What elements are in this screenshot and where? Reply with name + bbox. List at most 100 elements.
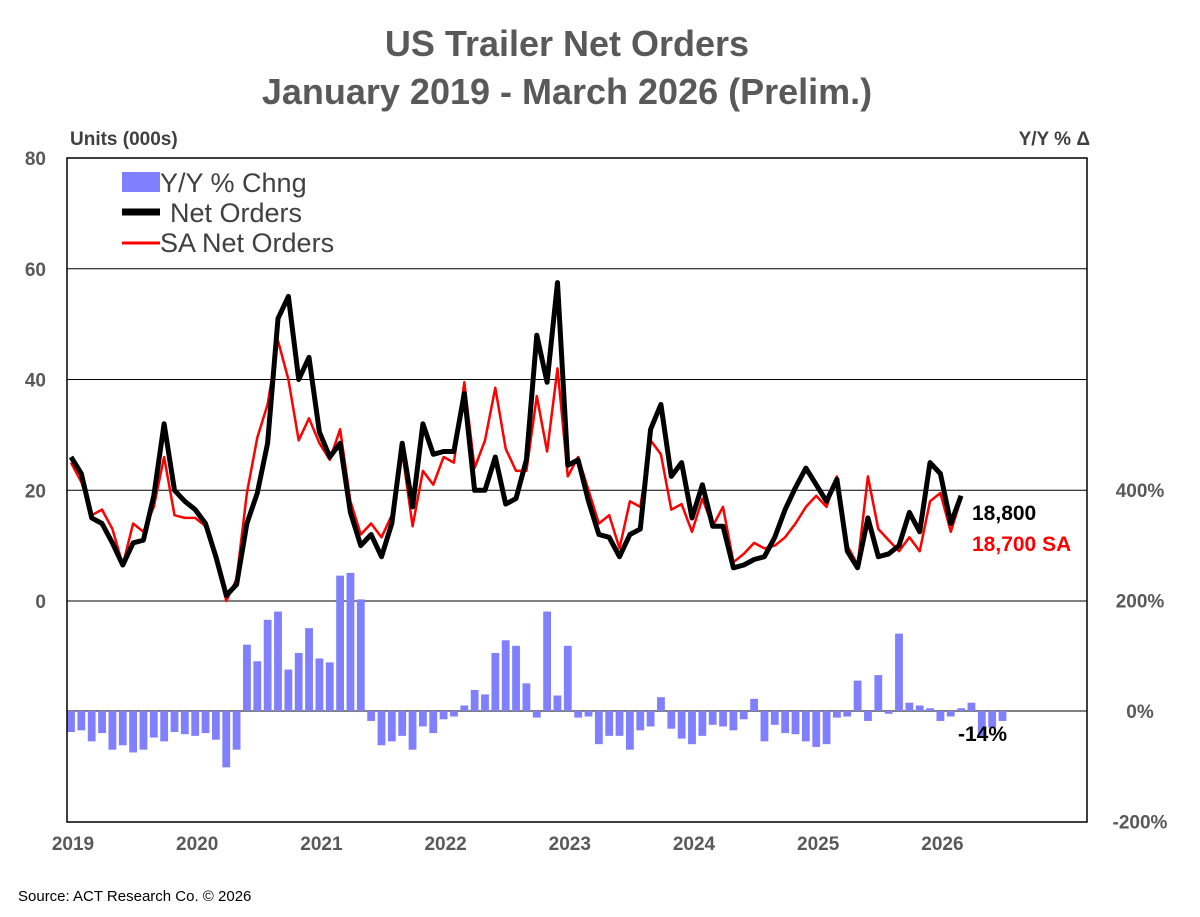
- yoy-bar: [470, 690, 479, 711]
- legend-sa-label: SA Net Orders: [160, 228, 334, 258]
- yoy-bar: [77, 711, 86, 731]
- yoy-bar: [677, 711, 686, 739]
- yoy-bar: [253, 661, 262, 711]
- yoy-bar: [998, 711, 1007, 721]
- yoy-bar: [222, 711, 231, 768]
- yoy-bar: [739, 711, 748, 720]
- yoy-bar: [170, 711, 179, 732]
- left-tick-label: 20: [25, 481, 46, 502]
- yoy-bar: [936, 711, 945, 721]
- chart-title: US Trailer Net Orders: [385, 23, 749, 64]
- yoy-bar: [129, 711, 137, 753]
- yoy-bar: [574, 711, 583, 718]
- left-tick-label: 0: [35, 592, 46, 613]
- yoy-bar: [87, 711, 96, 742]
- legend-yoy-swatch: [122, 172, 160, 192]
- right-tick-label: -200%: [1113, 813, 1168, 834]
- yoy-bar: [212, 711, 220, 740]
- x-axis-ticks: 2019 2020 2021 2022 2023 2024 2025 2026: [52, 834, 964, 855]
- yoy-bar: [594, 711, 603, 745]
- yoy-bars: [67, 572, 1007, 768]
- net-orders-line: [68, 280, 964, 598]
- yoy-bar: [315, 658, 324, 711]
- yoy-bar: [419, 711, 427, 727]
- left-tick-label: 40: [25, 371, 46, 392]
- yoy-bar: [605, 711, 614, 736]
- left-tick-label: 60: [25, 260, 46, 281]
- right-tick-label: 400%: [1116, 481, 1165, 502]
- right-tick-label: 200%: [1116, 592, 1165, 613]
- yoy-bar: [429, 711, 438, 734]
- legend-net-label: Net Orders: [170, 198, 302, 228]
- yoy-bar: [67, 711, 75, 732]
- yoy-bar: [274, 611, 282, 711]
- left-tick-label: 80: [25, 149, 46, 170]
- yoy-bar: [387, 711, 396, 742]
- yoy-bar: [243, 644, 251, 711]
- yoy-bar: [801, 711, 810, 742]
- yoy-bar: [667, 711, 676, 729]
- x-tick-label: 2021: [300, 834, 343, 855]
- yoy-bar: [336, 575, 344, 711]
- yoy-bar: [481, 694, 489, 711]
- yoy-bar: [232, 711, 241, 750]
- yoy-bar: [118, 711, 127, 746]
- yoy-bar: [636, 711, 645, 731]
- yoy-bar: [626, 711, 634, 750]
- yoy-bar: [729, 711, 738, 731]
- chart-subtitle: January 2019 - March 2026 (Prelim.): [262, 71, 872, 112]
- yoy-bar: [584, 711, 593, 717]
- x-tick-label: 2023: [549, 834, 591, 855]
- end-label-sa: 18,700 SA: [972, 533, 1071, 556]
- yoy-bar: [926, 708, 934, 711]
- yoy-bar: [149, 711, 158, 738]
- yoy-bar: [512, 645, 520, 711]
- yoy-bar: [843, 711, 852, 717]
- source-note: Source: ACT Research Co. © 2026: [18, 888, 251, 905]
- plot-frame: [66, 157, 1088, 823]
- yoy-bar: [615, 711, 624, 736]
- yoy-bar: [646, 711, 655, 727]
- yoy-bar: [563, 645, 572, 711]
- yoy-bar: [822, 711, 831, 745]
- yoy-bar: [398, 711, 407, 736]
- x-tick-label: 2024: [673, 834, 716, 855]
- yoy-bar: [698, 711, 707, 736]
- right-axis-label: Y/Y % Δ: [1019, 129, 1090, 150]
- yoy-bar: [708, 711, 717, 725]
- yoy-bar: [770, 711, 779, 725]
- right-tick-label: 0%: [1126, 702, 1154, 723]
- yoy-bar: [719, 711, 727, 727]
- yoy-bar: [553, 695, 562, 711]
- left-axis-ticks: 0 20 40 60 80: [25, 149, 46, 613]
- yoy-bar: [543, 611, 551, 711]
- yoy-bar: [946, 711, 955, 717]
- end-label-net: 18,800: [972, 502, 1036, 525]
- yoy-bar: [325, 662, 334, 711]
- yoy-bar: [263, 619, 272, 711]
- yoy-bar: [977, 711, 986, 736]
- yoy-bar: [522, 683, 531, 711]
- yoy-bar: [791, 711, 800, 735]
- yoy-bar: [367, 711, 376, 721]
- yoy-bar: [284, 669, 293, 711]
- yoy-bar: [377, 711, 386, 746]
- yoy-bar: [760, 711, 769, 742]
- yoy-bar: [491, 652, 500, 711]
- yoy-bar: [750, 698, 758, 711]
- yoy-bar: [98, 711, 106, 734]
- yoy-bar: [957, 708, 965, 711]
- yoy-bar: [853, 680, 862, 711]
- yoy-bar: [833, 711, 841, 718]
- yoy-bar: [781, 711, 790, 734]
- yoy-bar: [967, 702, 976, 711]
- x-tick-label: 2020: [176, 834, 218, 855]
- yoy-bar: [884, 711, 893, 714]
- end-label-yoy: -14%: [958, 723, 1007, 746]
- yoy-bar: [439, 711, 448, 720]
- yoy-bar: [408, 711, 417, 750]
- yoy-bar: [180, 711, 189, 735]
- yoy-bar: [657, 697, 665, 711]
- yoy-bar: [108, 711, 117, 750]
- yoy-bar: [688, 711, 696, 745]
